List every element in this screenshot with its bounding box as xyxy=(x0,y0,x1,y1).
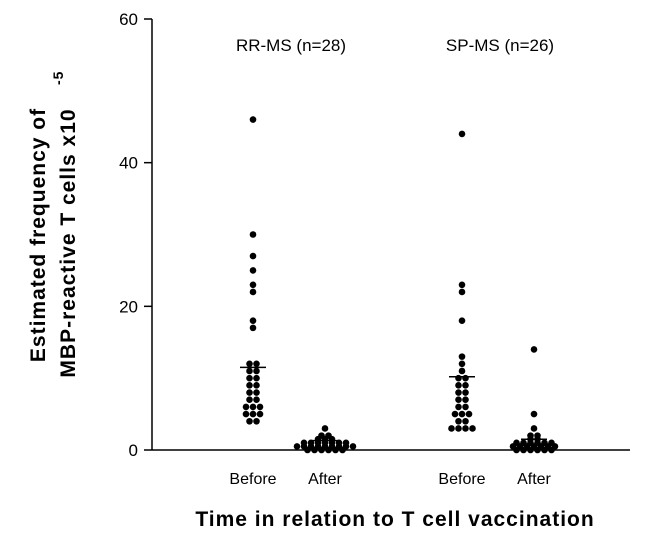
data-point xyxy=(253,389,260,396)
data-point xyxy=(462,382,469,389)
y-axis-label-line: Estimated frequency of xyxy=(27,108,50,362)
group-label: SP-MS (n=26) xyxy=(446,36,554,55)
data-point xyxy=(249,403,257,411)
group-label: RR-MS (n=28) xyxy=(236,36,346,55)
data-point xyxy=(458,367,466,375)
data-point xyxy=(253,417,260,425)
data-point xyxy=(253,367,260,375)
data-point xyxy=(520,446,527,454)
data-point xyxy=(527,446,534,454)
data-point xyxy=(548,446,555,454)
data-point xyxy=(455,382,462,389)
data-point xyxy=(455,425,462,432)
data-point xyxy=(246,374,253,382)
y-axis-label-superscript: -5 xyxy=(50,71,66,85)
data-point xyxy=(249,231,257,238)
x-tick-label: Before xyxy=(229,471,276,488)
data-point xyxy=(249,281,257,289)
data-point xyxy=(253,396,260,404)
data-point xyxy=(465,410,473,418)
data-point xyxy=(541,446,548,454)
data-point xyxy=(458,288,466,296)
data-point xyxy=(462,417,469,425)
data-point xyxy=(458,360,466,368)
y-tick-label: 60 xyxy=(119,10,138,29)
data-point xyxy=(339,446,346,454)
data-point xyxy=(462,374,469,382)
data-point xyxy=(249,324,257,332)
data-point xyxy=(455,403,462,411)
y-tick-label: 20 xyxy=(119,297,138,316)
data-point xyxy=(249,317,257,325)
data-point xyxy=(530,346,538,353)
x-axis-label: Time in relation to T cell vaccination xyxy=(195,508,594,531)
x-tick-label: After xyxy=(308,471,342,488)
data-point xyxy=(256,403,264,411)
data-point xyxy=(242,403,250,411)
data-point xyxy=(513,446,520,454)
data-point xyxy=(458,130,466,138)
data-point xyxy=(246,382,253,389)
data-point xyxy=(246,367,253,375)
data-point xyxy=(246,360,253,368)
data-point xyxy=(325,446,332,454)
data-point xyxy=(448,425,455,432)
data-point xyxy=(321,425,329,432)
data-point xyxy=(530,410,538,418)
data-point xyxy=(451,410,459,418)
data-point xyxy=(304,446,311,454)
data-point xyxy=(469,425,476,432)
data-point xyxy=(256,410,264,418)
data-point xyxy=(249,267,257,274)
data-point xyxy=(349,443,357,450)
data-point xyxy=(462,425,469,432)
data-point xyxy=(458,317,466,325)
data-point xyxy=(249,410,257,418)
data-point xyxy=(246,396,253,404)
x-tick-label: After xyxy=(517,471,551,488)
data-point xyxy=(246,389,253,396)
data-point xyxy=(332,446,339,454)
data-point xyxy=(458,281,466,289)
y-tick-label: 40 xyxy=(119,154,138,173)
data-point xyxy=(462,403,469,411)
data-point xyxy=(455,389,462,396)
data-point xyxy=(249,288,257,296)
data-point xyxy=(249,116,257,123)
data-point xyxy=(318,446,325,454)
y-axis-label: Estimated frequency of MBP-reactive T ce… xyxy=(27,71,80,378)
data-point xyxy=(458,353,466,360)
y-tick-label: 0 xyxy=(129,441,138,460)
data-point xyxy=(246,417,253,425)
y-axis-label-line: MBP-reactive T cells x10 xyxy=(57,108,80,377)
data-point xyxy=(253,360,260,368)
data-point xyxy=(253,374,260,382)
data-point xyxy=(242,410,250,418)
data-point xyxy=(455,396,462,404)
x-tick-label: Before xyxy=(438,471,485,488)
data-point xyxy=(249,252,257,260)
data-point xyxy=(455,374,462,382)
data-point xyxy=(462,389,469,396)
data-point xyxy=(462,396,469,404)
data-point xyxy=(534,446,541,454)
data-point xyxy=(455,417,462,425)
data-point xyxy=(253,382,260,389)
data-point xyxy=(311,446,318,454)
data-point xyxy=(530,425,538,432)
data-point xyxy=(458,410,466,418)
data-point xyxy=(293,443,301,450)
